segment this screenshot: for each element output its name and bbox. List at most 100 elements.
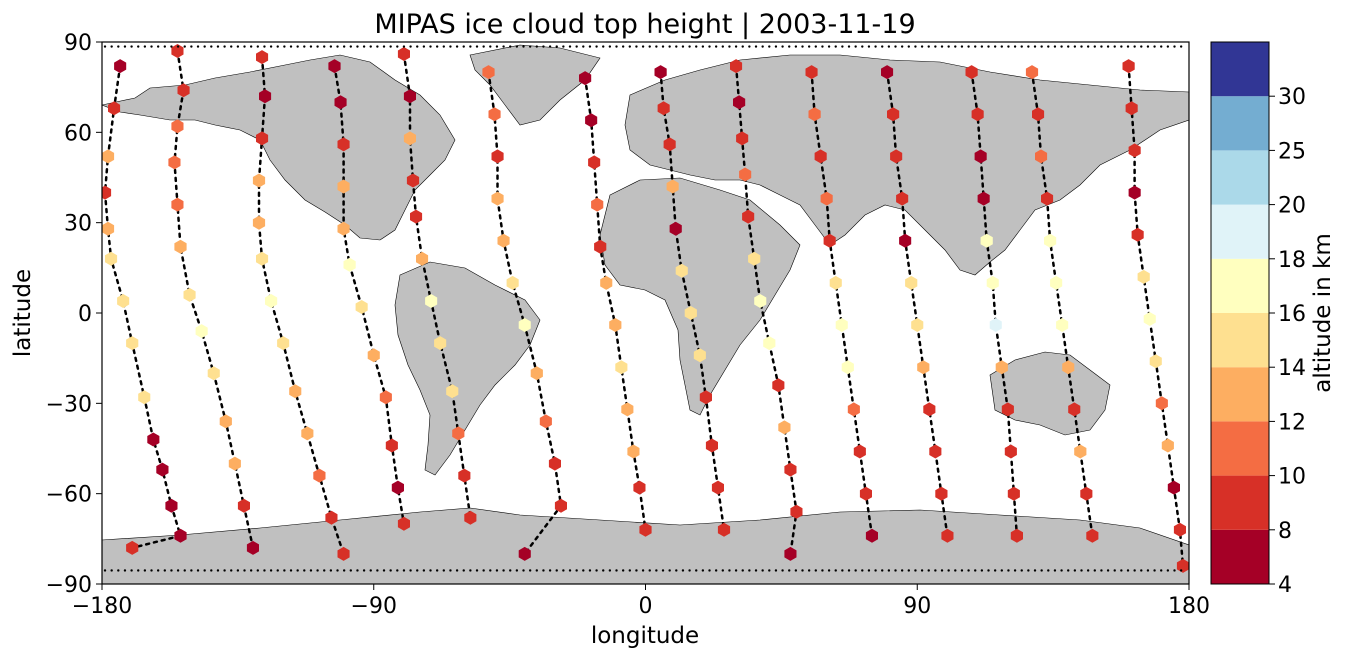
polar-track-dot <box>1067 45 1070 48</box>
land-greenland <box>469 44 601 126</box>
cloud-height-marker <box>989 318 1002 332</box>
polar-track-dot <box>509 569 512 572</box>
polar-track-dot <box>582 45 585 48</box>
polar-track-dot <box>721 45 724 48</box>
polar-track-dot <box>641 569 645 572</box>
cloud-height-marker <box>256 131 269 146</box>
polar-track-dot <box>356 569 359 572</box>
polar-track-dot <box>495 569 499 572</box>
polar-track-dot <box>714 569 718 572</box>
polar-track-dot <box>661 569 665 572</box>
colorbar-label: altitude in km <box>1310 233 1336 393</box>
cloud-height-marker <box>784 546 797 561</box>
polar-track-dot <box>170 45 173 48</box>
polar-track-dot <box>416 569 419 572</box>
cloud-height-marker <box>518 318 531 332</box>
cloud-height-marker <box>754 294 767 308</box>
polar-track-dot <box>960 45 964 48</box>
data-markers <box>102 44 1189 573</box>
polar-track-dot <box>495 45 499 48</box>
polar-track-dot <box>781 569 784 572</box>
cloud-height-marker <box>488 107 501 122</box>
polar-track-dot <box>1053 569 1057 572</box>
cloud-height-marker <box>896 191 909 206</box>
polar-track-dot <box>867 45 871 48</box>
polar-track-dot <box>535 45 538 48</box>
polar-track-dot <box>528 569 532 572</box>
polar-track-dot <box>761 569 764 572</box>
polar-track-dot <box>150 569 153 572</box>
polar-track-dot <box>967 569 970 572</box>
polar-track-dot <box>190 45 193 48</box>
polar-track-dot <box>110 45 113 48</box>
polar-track-dot <box>442 45 446 48</box>
colorbar-tick-label: 25 <box>1278 139 1306 164</box>
polar-track-dot <box>562 45 565 48</box>
cloud-height-marker <box>1161 438 1174 453</box>
polar-track-dot <box>482 569 485 572</box>
polar-track-dot <box>156 45 160 48</box>
polar-track-dot <box>1133 569 1136 572</box>
polar-track-dot <box>1126 45 1130 48</box>
polar-track-dot <box>349 45 353 48</box>
polar-track-dot <box>1173 569 1176 572</box>
polar-track-dot <box>1073 45 1077 48</box>
polar-track-dot <box>442 569 446 572</box>
polar-track-dot <box>1060 45 1063 48</box>
polar-track-dot <box>309 45 313 48</box>
polar-track-dot <box>342 569 346 572</box>
cloud-height-marker <box>506 275 519 290</box>
cloud-height-marker <box>156 462 169 477</box>
polar-track-dot <box>263 45 266 48</box>
cloud-height-marker <box>986 275 999 290</box>
land-masses <box>102 44 1189 584</box>
polar-track-dot <box>117 45 120 48</box>
polar-track-dots <box>103 45 1183 572</box>
polar-track-dot <box>648 569 651 572</box>
chart-title: MIPAS ice cloud top height | 2003-11-19 <box>374 9 915 40</box>
polar-track-dot <box>887 45 891 48</box>
polar-track-dot <box>402 45 406 48</box>
polar-track-dot <box>728 45 731 48</box>
cloud-height-marker <box>1176 558 1189 573</box>
polar-track-dot <box>422 569 426 572</box>
cloud-height-marker <box>114 59 127 74</box>
cloud-height-marker <box>539 414 552 429</box>
polar-track-dot <box>562 569 565 572</box>
polar-track-dot <box>389 45 392 48</box>
cloud-height-marker <box>742 209 755 224</box>
cloud-height-marker <box>403 131 416 146</box>
cloud-height-marker <box>147 432 160 447</box>
y-axis-label: latitude <box>10 269 36 357</box>
polar-track-dot <box>143 45 147 48</box>
polar-track-dot <box>1153 45 1156 48</box>
cloud-height-marker <box>458 468 471 483</box>
polar-track-dot <box>1106 569 1110 572</box>
polar-track-dot <box>243 569 246 572</box>
polar-track-dot <box>1007 569 1010 572</box>
polar-track-dot <box>1027 569 1030 572</box>
polar-track-dot <box>276 45 279 48</box>
cloud-height-marker <box>491 191 504 206</box>
polar-track-dot <box>462 569 465 572</box>
cloud-height-marker <box>108 101 121 116</box>
polar-track-dot <box>183 569 186 572</box>
polar-track-dot <box>362 569 366 572</box>
cloud-height-marker <box>911 318 924 332</box>
cloud-height-marker <box>174 239 187 254</box>
cloud-height-marker <box>917 360 930 375</box>
cloud-height-marker <box>1068 402 1081 417</box>
polar-track-dot <box>947 569 950 572</box>
polar-track-dot <box>150 45 153 48</box>
cloud-height-marker <box>391 480 404 495</box>
cloud-height-marker <box>1004 444 1017 459</box>
polar-track-dot <box>681 45 685 48</box>
orbit-track-line <box>487 70 563 556</box>
cloud-height-marker <box>416 251 429 266</box>
polar-track-dot <box>1140 45 1143 48</box>
polar-track-dot <box>190 569 193 572</box>
polar-track-dot <box>635 569 638 572</box>
polar-track-dot <box>1113 45 1116 48</box>
polar-track-dot <box>807 569 811 572</box>
cloud-height-marker <box>102 149 115 164</box>
